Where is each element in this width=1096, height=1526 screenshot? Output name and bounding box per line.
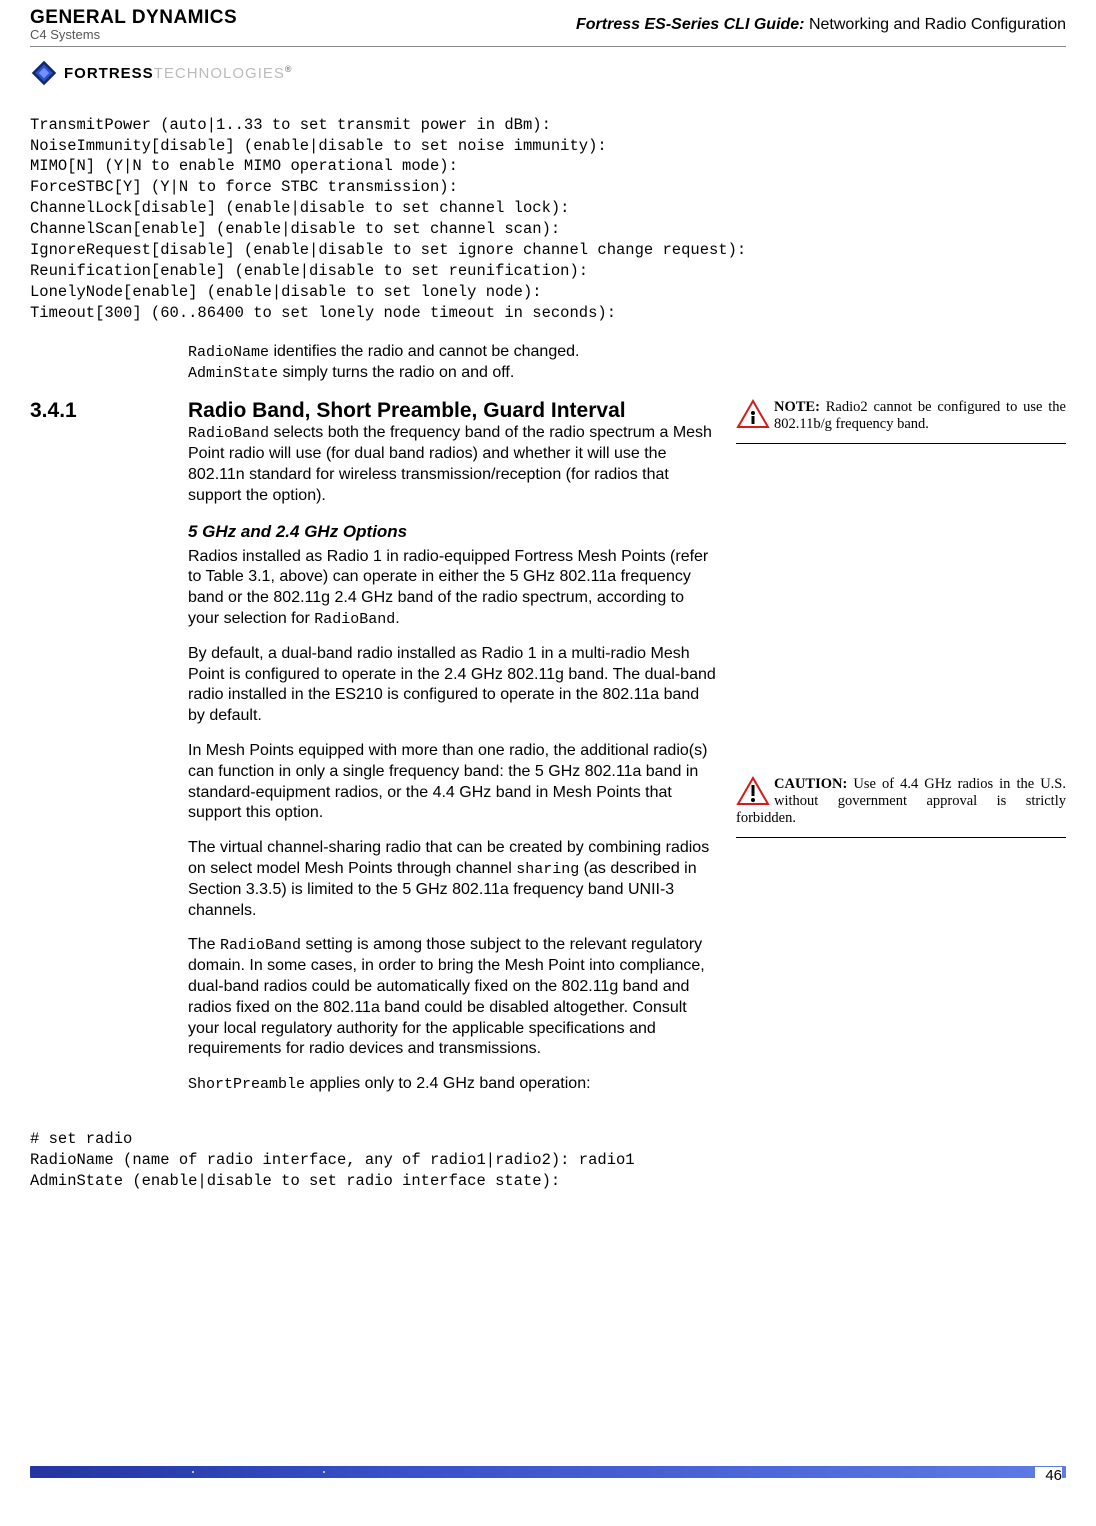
cli-output-block-2: # set radio RadioName (name of radio int…: [30, 1129, 1066, 1192]
cli-output-block-1: TransmitPower (auto|1..33 to set transmi…: [30, 115, 1066, 324]
p6-a: The: [188, 936, 220, 953]
gd-logo-line1: GENERAL DYNAMICS: [30, 8, 237, 28]
note-label: NOTE:: [774, 399, 820, 415]
page-header: GENERAL DYNAMICS C4 Systems Fortress ES-…: [30, 0, 1066, 47]
p1-code: RadioBand: [188, 425, 269, 442]
p1: RadioBand selects both the frequency ban…: [188, 423, 718, 506]
note-info-icon: [736, 399, 770, 429]
fortress-brand-text: FORTRESSTECHNOLOGIES®: [64, 64, 293, 82]
footer-dots: · ·: [190, 1461, 387, 1482]
p6-c: setting is among those subject to the re…: [188, 936, 705, 1057]
p6: The RadioBand setting is among those sub…: [188, 935, 718, 1060]
p7-text: applies only to 2.4 GHz band operation:: [305, 1075, 591, 1092]
p5: The virtual channel-sharing radio that c…: [188, 838, 718, 921]
fortress-diamond-icon: [30, 59, 58, 87]
fortress-brand-row: FORTRESSTECHNOLOGIES®: [30, 47, 1066, 115]
gd-logo-line2: C4 Systems: [30, 28, 237, 42]
p6-code: RadioBand: [220, 937, 301, 954]
gd-logo: GENERAL DYNAMICS C4 Systems: [30, 8, 237, 42]
p3: By default, a dual-band radio installed …: [188, 644, 718, 727]
footer-bar: [30, 1466, 1066, 1478]
p7-code: ShortPreamble: [188, 1076, 305, 1093]
p4: In Mesh Points equipped with more than o…: [188, 741, 718, 824]
radioname-text: identifies the radio and cannot be chang…: [269, 343, 579, 360]
p2-code: RadioBand: [314, 611, 395, 628]
adminstate-text: simply turns the radio on and off.: [278, 364, 514, 381]
caution-label: CAUTION:: [774, 776, 847, 792]
section-title: Radio Band, Short Preamble, Guard Interv…: [188, 397, 718, 423]
caution-warning-icon: [736, 776, 770, 806]
page-number: 46: [1035, 1467, 1062, 1484]
note-callout: NOTE: Radio2 cannot be config­ured to us…: [736, 397, 1066, 444]
p5-code: sharing: [516, 861, 579, 878]
p2-a: Radios installed as Radio 1 in radio-equ…: [188, 548, 708, 627]
fortress-reg: ®: [285, 64, 293, 74]
p2: Radios installed as Radio 1 in radio-equ…: [188, 547, 718, 630]
radioname-code: RadioName: [188, 344, 269, 361]
doc-title-bold: Fortress ES-Series CLI Guide:: [576, 16, 805, 33]
section-number: 3.4.1: [30, 397, 170, 1109]
caution-callout: CAUTION: Use of 4.4 GHz radios in the U.…: [736, 774, 1066, 838]
sub-heading-1: 5 GHz and 2.4 GHz Options: [188, 521, 718, 543]
adminstate-code: AdminState: [188, 365, 278, 382]
doc-title: Fortress ES-Series CLI Guide: Networking…: [576, 16, 1066, 34]
fortress-bold: FORTRESS: [64, 65, 154, 82]
doc-title-rest: Networking and Radio Configuration: [805, 16, 1066, 33]
p7: ShortPreamble applies only to 2.4 GHz ba…: [188, 1074, 718, 1095]
p2-c: .: [395, 610, 399, 627]
intro-paragraph: RadioName identifies the radio and canno…: [188, 342, 718, 384]
fortress-tech: TECHNOLOGIES: [154, 65, 285, 82]
